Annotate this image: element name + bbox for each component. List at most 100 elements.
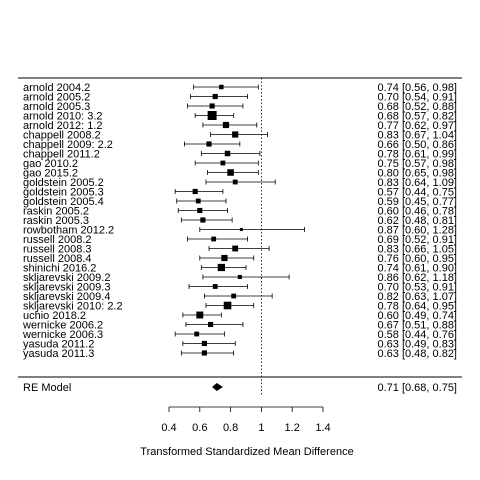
study-label: skljarevski 2010: 2.2 xyxy=(23,301,123,313)
tick-label: 1.2 xyxy=(285,422,300,434)
study-row: shinichi 2016.2 0.74 [0.61, 0.90] xyxy=(23,263,457,275)
study-ci-text: 0.67 [0.51, 0.88] xyxy=(377,320,457,332)
study-label: chappell 2009: 2.2 xyxy=(23,139,113,151)
x-axis: 0.4 0.6 0.8 1 1.2 1.4 xyxy=(161,406,331,434)
point-estimate xyxy=(239,227,243,232)
study-row: arnold 2005.2 0.70 [0.54, 0.91] xyxy=(23,92,457,104)
study-label: chappell 2008.2 xyxy=(23,130,101,142)
study-label: goldstein 2005.3 xyxy=(23,187,104,199)
x-axis-label: Transformed Standardized Mean Difference xyxy=(140,446,353,458)
point-estimate xyxy=(201,340,207,347)
tick-label: 0.6 xyxy=(192,422,207,434)
study-ci-text: 0.68 [0.57, 0.82] xyxy=(377,111,457,123)
study-label: yasuda 2011.3 xyxy=(23,348,94,360)
study-ci-text: 0.70 [0.54, 0.91] xyxy=(377,92,457,104)
point-estimate xyxy=(197,207,203,214)
study-label: arnold 2005.2 xyxy=(23,92,90,104)
study-ci-text: 0.78 [0.64, 0.95] xyxy=(377,301,457,313)
study-label: arnold 2012: 1.2 xyxy=(23,120,103,132)
study-label: skljarevski 2009.2 xyxy=(23,272,110,284)
point-estimate xyxy=(222,121,230,129)
study-ci-text: 0.86 [0.62, 1.18] xyxy=(377,272,457,284)
study-label: shinichi 2016.2 xyxy=(23,263,96,275)
point-estimate xyxy=(209,103,215,109)
study-ci-text: 0.82 [0.63, 1.07] xyxy=(377,291,457,303)
study-label: russell 2008.4 xyxy=(23,253,92,265)
study-ci-text: 0.60 [0.46, 0.78] xyxy=(377,206,457,218)
point-estimate xyxy=(232,179,238,185)
study-row: wernicke 2006.2 0.67 [0.51, 0.88] xyxy=(22,320,457,332)
study-ci-text: 0.63 [0.48, 0.82] xyxy=(377,348,457,360)
study-row: arnold 2005.3 0.68 [0.52, 0.88] xyxy=(23,101,457,113)
point-estimate xyxy=(220,160,226,166)
study-label: yasuda 2011.2 xyxy=(23,339,94,351)
point-estimate xyxy=(232,131,239,138)
study-ci-text: 0.62 [0.48, 0.81] xyxy=(377,215,457,227)
study-ci-text: 0.78 [0.61, 0.99] xyxy=(377,149,457,161)
study-label: gao 2010.2 xyxy=(23,158,78,170)
study-row: goldstein 2005.4 0.59 [0.45, 0.77] xyxy=(23,196,457,208)
point-estimate xyxy=(231,293,237,299)
study-row: skljarevski 2010: 2.2 0.78 [0.64, 0.95] xyxy=(23,301,457,313)
tick-label: 1.4 xyxy=(315,422,330,434)
study-row: rowbotham 2012.2 0.87 [0.60, 1.28] xyxy=(23,225,457,237)
study-row: raskin 2005.2 0.60 [0.46, 0.78] xyxy=(23,206,457,218)
study-label: goldstein 2005.4 xyxy=(23,196,104,208)
study-ci-text: 0.83 [0.66, 1.05] xyxy=(377,244,457,256)
study-label: chappell 2011.2 xyxy=(23,149,100,161)
study-label: arnold 2010: 3.2 xyxy=(23,111,103,123)
point-estimate xyxy=(219,84,224,90)
study-label: russell 2008.3 xyxy=(23,244,92,256)
point-estimate xyxy=(223,301,232,310)
study-label: russell 2008.2 xyxy=(23,234,92,246)
study-row: arnold 2012: 1.2 0.77 [0.62, 0.97] xyxy=(23,120,457,132)
summary-ci-text: 0.71 [0.68, 0.75] xyxy=(377,382,457,394)
summary-row: RE Model 0.71 [0.68, 0.75] xyxy=(23,382,457,394)
study-row: arnold 2004.2 0.74 [0.56, 0.98] xyxy=(23,82,457,94)
point-estimate xyxy=(207,111,217,120)
study-row: chappell 2009: 2.2 0.66 [0.50, 0.86] xyxy=(23,139,457,151)
study-row: yasuda 2011.2 0.63 [0.49, 0.83] xyxy=(23,339,457,351)
study-row: russell 2008.3 0.83 [0.66, 1.05] xyxy=(23,244,457,256)
point-estimate xyxy=(196,311,204,319)
study-row: skljarevski 2009.4 0.82 [0.63, 1.07] xyxy=(23,291,457,303)
study-label: goldstein 2005.2 xyxy=(23,177,104,189)
tick-label: 1 xyxy=(258,422,264,434)
study-label: wernicke 2006.3 xyxy=(22,329,103,341)
tick-label: 0.4 xyxy=(161,422,176,434)
point-estimate xyxy=(200,217,206,223)
study-ci-text: 0.68 [0.52, 0.88] xyxy=(377,101,457,113)
point-estimate xyxy=(227,169,234,176)
study-ci-text: 0.60 [0.49, 0.74] xyxy=(377,310,457,322)
study-label: uchio 2018.2 xyxy=(23,310,86,322)
study-ci-text: 0.74 [0.61, 0.90] xyxy=(377,263,457,275)
point-estimate xyxy=(221,254,228,262)
point-estimate xyxy=(201,350,207,356)
study-ci-text: 0.69 [0.52, 0.91] xyxy=(377,234,457,246)
study-label: skljarevski 2009.4 xyxy=(23,291,110,303)
point-estimate xyxy=(194,331,200,337)
point-estimate xyxy=(232,245,239,252)
study-row: russell 2008.2 0.69 [0.52, 0.91] xyxy=(23,234,457,246)
point-estimate xyxy=(217,263,225,272)
study-ci-text: 0.75 [0.57, 0.98] xyxy=(377,158,457,170)
study-ci-text: 0.77 [0.62, 0.97] xyxy=(377,120,457,132)
tick-label: 0.8 xyxy=(223,422,238,434)
study-row: gao 2015.2 0.80 [0.65, 0.98] xyxy=(23,168,457,180)
study-label: arnold 2005.3 xyxy=(23,101,90,113)
study-label: rowbotham 2012.2 xyxy=(23,225,114,237)
study-row: skljarevski 2009.2 0.86 [0.62, 1.18] xyxy=(23,272,457,284)
study-row: skljarevski 2009.3 0.70 [0.53, 0.91] xyxy=(23,282,457,294)
summary-label: RE Model xyxy=(23,382,71,394)
point-estimate xyxy=(237,274,242,280)
study-row: uchio 2018.2 0.60 [0.49, 0.74] xyxy=(23,310,457,322)
study-row: raskin 2005.3 0.62 [0.48, 0.81] xyxy=(23,215,457,227)
study-ci-text: 0.83 [0.67, 1.04] xyxy=(377,130,457,142)
point-estimate xyxy=(212,93,218,100)
point-estimate xyxy=(212,284,218,289)
study-row: goldstein 2005.2 0.83 [0.64, 1.09] xyxy=(23,177,457,189)
study-ci-text: 0.80 [0.65, 0.98] xyxy=(377,168,457,180)
point-estimate xyxy=(208,321,214,328)
study-label: skljarevski 2009.3 xyxy=(23,282,110,294)
